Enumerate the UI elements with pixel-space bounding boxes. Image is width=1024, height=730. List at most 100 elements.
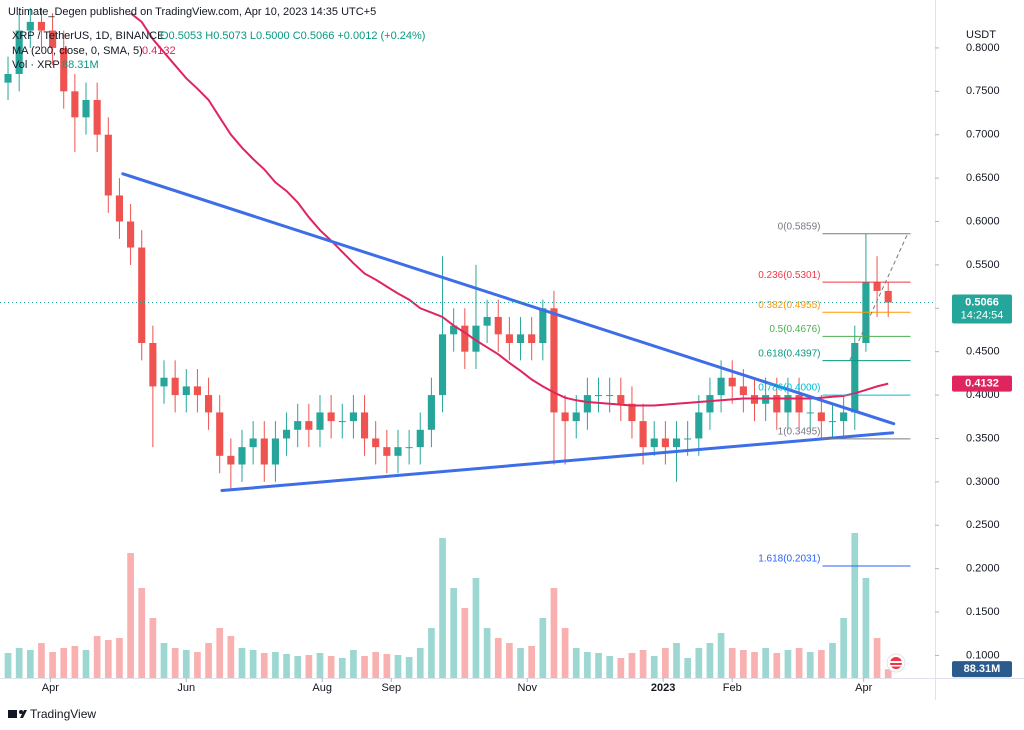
volume-tag — [952, 661, 1012, 678]
volume-bar — [684, 658, 691, 678]
y-tick-label: 0.5500 — [966, 259, 1000, 271]
candle-body — [260, 438, 268, 465]
y-tick-label: 0.6500 — [966, 172, 1000, 184]
x-tick-label: Nov — [517, 682, 537, 694]
candle-body — [516, 334, 525, 343]
volume-bar — [818, 650, 825, 678]
volume-bar — [238, 648, 246, 678]
candle-body — [427, 395, 435, 430]
volume-bar — [327, 656, 335, 678]
x-tick-label: Apr — [855, 682, 872, 694]
volume-bar — [316, 653, 324, 678]
volume-bar — [639, 650, 647, 678]
volume-bar — [584, 652, 591, 678]
projection-line — [849, 232, 909, 361]
y-tick-label: 0.4500 — [966, 346, 1000, 358]
candle-body — [561, 412, 569, 422]
candle-body — [494, 316, 502, 335]
volume-bar — [283, 654, 290, 678]
candle-body — [550, 308, 558, 413]
volume-bar — [494, 638, 502, 678]
candle-body — [539, 308, 547, 343]
volume-bar — [628, 653, 636, 678]
symbol-info: XRP / TetherUS, 1D, BINANCE — [12, 30, 164, 42]
candle-body — [405, 447, 413, 449]
volume-bar — [15, 648, 23, 678]
candle-body — [227, 455, 235, 465]
volume-bar — [227, 636, 235, 678]
volume-bar — [461, 608, 469, 678]
volume-bar — [82, 650, 90, 678]
volume-bar — [60, 648, 68, 678]
candle-body — [149, 343, 157, 387]
axis-layer: 0.1000 0.1500 0.2000 0.2500 0.3000 0.3500 0.40… — [42, 42, 1012, 694]
candle-body — [806, 412, 814, 414]
candle-body — [115, 195, 124, 222]
fib-label: 0.618(0.4397) — [758, 348, 820, 359]
volume-bar — [428, 628, 435, 678]
volume-bar — [305, 655, 313, 678]
candle-body — [528, 334, 536, 343]
publish-info: Ultimate_Degen published on TradingView.… — [8, 6, 376, 18]
volume-bar — [717, 633, 725, 678]
volume-bar — [260, 653, 268, 678]
candle-body — [26, 21, 34, 31]
volume-bar — [572, 648, 580, 678]
volume-bar — [662, 648, 669, 678]
volume-bar — [840, 618, 847, 678]
candle-body — [15, 30, 23, 74]
candle-body — [628, 403, 636, 422]
candle-body — [583, 395, 591, 413]
volume-bar — [372, 652, 380, 678]
candle-body — [695, 412, 703, 439]
candle-body — [71, 91, 79, 118]
volume-bar — [182, 650, 190, 678]
overlay-layer — [0, 12, 935, 567]
volume-bar — [149, 618, 157, 678]
ma-tag-text: 0.4132 — [965, 378, 999, 390]
volume-bar — [138, 588, 146, 678]
candle-body — [450, 325, 458, 335]
candle-body — [249, 438, 257, 448]
candle-body — [338, 421, 346, 423]
volume-bar — [249, 650, 257, 678]
candle-body — [60, 47, 68, 92]
candle-body — [461, 325, 469, 352]
fib-label: 0.5(0.4676) — [769, 324, 820, 335]
volume-bar — [116, 638, 123, 678]
volume-bar — [673, 643, 680, 678]
volume-bar — [127, 553, 134, 678]
y-tick-label: 0.1500 — [966, 606, 1000, 618]
candle-body — [182, 386, 190, 396]
y-tick-label: 0.2500 — [966, 519, 1000, 531]
volume-bar — [606, 656, 614, 678]
candle-body — [171, 377, 179, 396]
candle-body — [795, 395, 803, 413]
volume-bar — [194, 652, 201, 678]
candle-body — [472, 325, 480, 352]
candle-body — [282, 429, 291, 439]
candle-body — [672, 438, 681, 448]
volume-bar — [561, 628, 569, 678]
candle-body — [349, 412, 357, 422]
y-tick-label: 0.2000 — [966, 563, 1000, 575]
volume-bar — [216, 628, 224, 678]
candle-body — [639, 421, 647, 448]
volume-bar — [740, 650, 747, 678]
volume-bar — [361, 656, 368, 678]
volume-bar — [873, 638, 881, 678]
y-tick-label: 0.4000 — [966, 389, 1000, 401]
candle-body — [271, 438, 279, 465]
x-tick-label: Aug — [312, 682, 332, 694]
volume-bar — [338, 658, 346, 678]
candle-body — [93, 99, 101, 135]
volume-bar — [806, 652, 814, 678]
volume-bar — [483, 628, 491, 678]
last-price-tag-text: 14:24:54 — [961, 309, 1004, 321]
last-price-tag — [952, 294, 1012, 324]
x-tick-label: Sep — [382, 682, 402, 694]
volume-bar — [38, 643, 45, 678]
